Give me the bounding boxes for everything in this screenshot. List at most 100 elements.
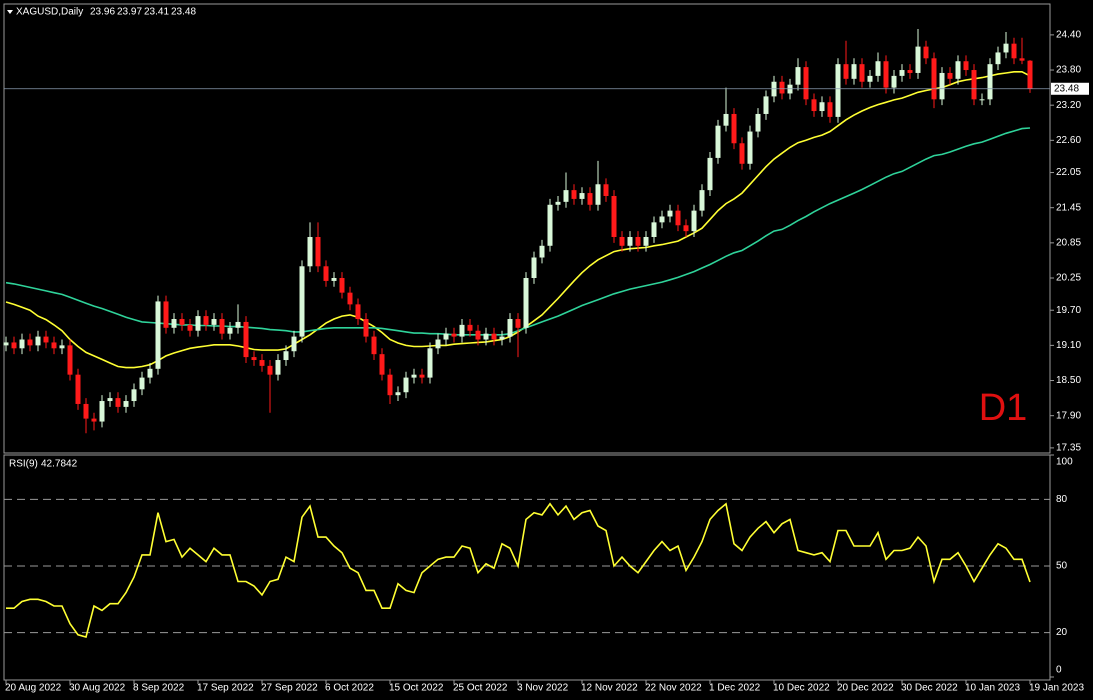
timeframe-badge: D1: [979, 387, 1028, 429]
y-tick-label: 22.60: [1056, 135, 1081, 146]
candle-body: [867, 75, 873, 82]
candle-body: [243, 321, 249, 358]
x-tick-label: 19 Jan 2023: [1029, 683, 1084, 694]
x-tick-label: 20 Dec 2022: [837, 683, 894, 694]
candle-body: [963, 61, 969, 71]
y-tick-label: 19.10: [1056, 340, 1081, 351]
candle-body: [1003, 43, 1009, 53]
candle-body: [107, 398, 113, 402]
y-tick-label: 20.25: [1056, 273, 1081, 284]
menu-triangle[interactable]: [7, 10, 13, 14]
candle-body: [19, 339, 25, 349]
rsi-value: 42.7842: [41, 459, 78, 470]
x-tick-label: 20 Aug 2022: [5, 683, 62, 694]
candle-body: [307, 236, 313, 267]
candle-body: [219, 319, 225, 334]
candle-body: [51, 342, 57, 349]
candle-body: [571, 190, 577, 199]
y-tick-label: 24.40: [1056, 30, 1081, 41]
y-tick-label: 18.50: [1056, 375, 1081, 386]
candle-body: [43, 336, 49, 343]
candle-body: [819, 102, 825, 112]
candle-body: [323, 266, 329, 281]
y-tick-label: 50: [1056, 561, 1068, 572]
candle-body: [891, 75, 897, 88]
candle-body: [403, 377, 409, 393]
candle-body: [491, 333, 497, 340]
candle-body: [131, 389, 137, 402]
candle-body: [283, 351, 289, 361]
candle-body: [291, 336, 297, 352]
candle-body: [1019, 58, 1025, 61]
candle-body: [827, 102, 833, 117]
x-tick-label: 30 Aug 2022: [69, 683, 126, 694]
candle-body: [435, 339, 441, 349]
x-tick-label: 27 Sep 2022: [261, 683, 318, 694]
y-tick-label: 80: [1056, 494, 1068, 505]
candle-body: [587, 193, 593, 205]
candle-body: [915, 46, 921, 73]
y-tick-label: 17.35: [1056, 443, 1081, 454]
candle-body: [979, 99, 985, 101]
candle-body: [635, 236, 641, 246]
low-value: 23.41: [144, 7, 169, 18]
price-panel-frame: [3, 3, 1051, 454]
open-value: 23.96: [90, 7, 115, 18]
candle-body: [299, 266, 305, 337]
candle-body: [275, 360, 281, 375]
candle-body: [747, 131, 753, 164]
rsi-panel-frame: [3, 454, 1051, 681]
candle-body: [811, 99, 817, 112]
candle-body: [259, 360, 265, 366]
candle-body: [75, 374, 81, 404]
candle-body: [355, 304, 361, 320]
y-tick-label: 20: [1056, 627, 1068, 638]
candle-body: [731, 113, 737, 144]
candle-body: [715, 125, 721, 158]
candle-body: [675, 210, 681, 226]
candle-body: [651, 222, 657, 237]
candle-body: [467, 324, 473, 331]
candle-body: [59, 345, 65, 349]
candle-body: [1027, 60, 1033, 89]
candle-body: [515, 319, 521, 328]
candle-body: [347, 292, 353, 305]
candle-body: [523, 278, 529, 328]
candle-body: [931, 58, 937, 100]
x-tick-label: 25 Oct 2022: [453, 683, 508, 694]
candle-body: [555, 201, 561, 205]
candle-body: [203, 316, 209, 325]
candle-body: [995, 52, 1001, 65]
x-tick-label: 15 Oct 2022: [389, 683, 444, 694]
candle-body: [595, 184, 601, 205]
symbol-title: XAGUSD,Daily: [16, 7, 83, 18]
y-tick-label: 20.85: [1056, 237, 1081, 248]
y-tick-label: 17.90: [1056, 410, 1081, 421]
candle-body: [475, 330, 481, 340]
x-tick-label: 22 Nov 2022: [645, 683, 702, 694]
candle-body: [875, 61, 881, 76]
candle-body: [315, 236, 321, 267]
candle-body: [667, 210, 673, 217]
candle-body: [835, 64, 841, 117]
candle-body: [619, 236, 625, 246]
candle-body: [907, 70, 913, 73]
candle-body: [427, 348, 433, 378]
y-tick-label: 0: [1056, 665, 1062, 676]
candle-body: [147, 368, 153, 378]
candle-body: [499, 336, 505, 340]
rsi-line: [6, 502, 1031, 638]
candle-body: [795, 67, 801, 85]
current-price-box: [1051, 82, 1089, 95]
candle-body: [379, 354, 385, 375]
candle-body: [139, 377, 145, 390]
candle-body: [507, 319, 513, 337]
candle-body: [851, 64, 857, 79]
x-tick-label: 1 Dec 2022: [709, 683, 761, 694]
candle-body: [779, 81, 785, 94]
candle-body: [547, 204, 553, 246]
candle-body: [691, 210, 697, 232]
x-tick-label: 12 Nov 2022: [581, 683, 638, 694]
candle-body: [83, 403, 89, 419]
